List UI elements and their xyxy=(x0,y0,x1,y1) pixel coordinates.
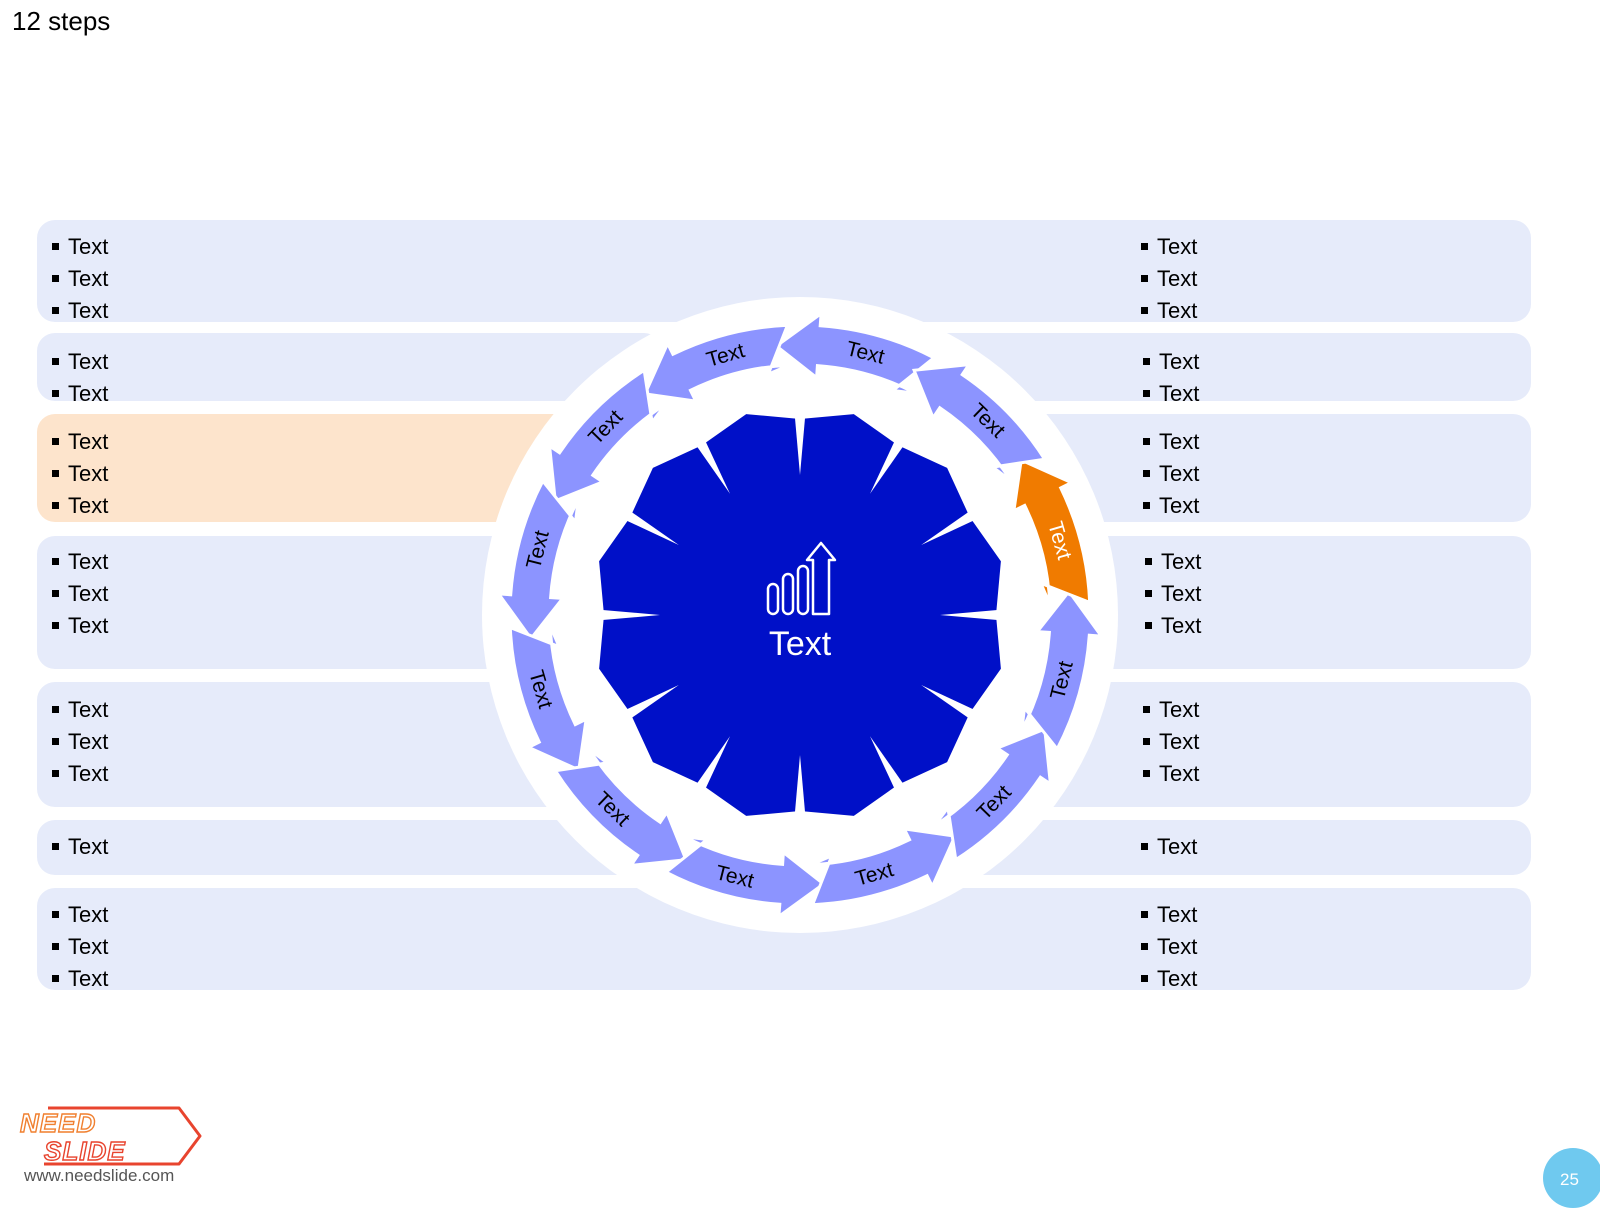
list-item: Text xyxy=(50,426,108,458)
step-arrow-shape xyxy=(547,367,667,504)
page-number: 25 xyxy=(1560,1170,1579,1189)
list-item: Text xyxy=(1141,346,1199,378)
panel-left-2 xyxy=(37,333,662,401)
center-cut xyxy=(870,433,908,494)
list-item: Text xyxy=(50,346,108,378)
list-item: Text xyxy=(1139,963,1197,995)
svg-text:SLIDE: SLIDE xyxy=(44,1136,126,1166)
list-item: Text xyxy=(1143,578,1201,610)
list-item: Text xyxy=(50,490,108,522)
list-item: Text xyxy=(50,546,108,578)
step-arrow: Text xyxy=(663,835,826,920)
list-item: Text xyxy=(50,931,108,963)
right-list-3: Text Text Text xyxy=(1141,426,1199,522)
step-arrow-shape xyxy=(508,625,588,773)
center-cut xyxy=(594,609,660,621)
right-list-1: Text Text Text xyxy=(1139,231,1197,327)
right-list-6: Text xyxy=(1139,831,1197,863)
bar-chart-growth-icon xyxy=(766,541,837,616)
step-arrow: Text xyxy=(810,827,958,907)
list-item: Text xyxy=(50,899,108,931)
center-cut xyxy=(921,685,982,723)
list-item: Text xyxy=(1141,726,1199,758)
list-item: Text xyxy=(50,295,108,327)
step-arrow: Text xyxy=(911,362,1048,482)
list-item: Text xyxy=(50,694,108,726)
slide-title: 12 steps xyxy=(12,6,111,36)
list-item: Text xyxy=(50,726,108,758)
page-badge xyxy=(1543,1148,1600,1208)
list-item: Text xyxy=(50,578,108,610)
center-cut xyxy=(692,736,730,797)
left-list-3: Text Text Text xyxy=(50,426,108,522)
list-item: Text xyxy=(50,458,108,490)
center-cut xyxy=(940,609,1006,621)
right-list-2: Text Text xyxy=(1141,346,1199,410)
left-list-5: Text Text Text xyxy=(50,694,108,790)
list-item: Text xyxy=(50,378,108,410)
list-item: Text xyxy=(1143,610,1201,642)
step-arrow-shape xyxy=(642,323,790,403)
list-item: Text xyxy=(50,831,108,863)
right-list-5: Text Text Text xyxy=(1141,694,1199,790)
center-cut xyxy=(870,736,908,797)
step-arrow-shape xyxy=(495,478,580,641)
step-arrow: Text xyxy=(642,323,790,403)
list-item: Text xyxy=(1139,295,1197,327)
list-item: Text xyxy=(50,231,108,263)
step-arrow: Text xyxy=(547,367,667,504)
step-arrow-shape xyxy=(552,748,689,868)
list-item: Text xyxy=(1139,231,1197,263)
step-arrow: Text xyxy=(933,726,1053,863)
center-cut xyxy=(794,755,806,821)
step-arrow: Text xyxy=(774,310,937,395)
list-item: Text xyxy=(1141,490,1199,522)
step-arrow: Text xyxy=(508,625,588,773)
step-arrow-shape xyxy=(933,726,1053,863)
list-item: Text xyxy=(50,963,108,995)
list-item: Text xyxy=(1139,931,1197,963)
list-item: Text xyxy=(1139,899,1197,931)
list-item: Text xyxy=(50,263,108,295)
step-arrow-shape xyxy=(1012,457,1092,605)
step-arrow-shape xyxy=(663,835,826,920)
list-item: Text xyxy=(1141,694,1199,726)
step-arrow: Text xyxy=(495,478,580,641)
list-item: Text xyxy=(50,610,108,642)
center-cut xyxy=(692,433,730,494)
step-arrow-shape xyxy=(911,362,1048,482)
list-item: Text xyxy=(1139,831,1197,863)
left-list-1: Text Text Text xyxy=(50,231,108,327)
list-item: Text xyxy=(1139,263,1197,295)
panel-left-6 xyxy=(37,820,662,875)
step-arrow: Text xyxy=(1012,457,1092,605)
list-item: Text xyxy=(1143,546,1201,578)
svg-text:NEED: NEED xyxy=(20,1108,96,1138)
center-label: Text xyxy=(769,625,832,663)
step-arrow-shape xyxy=(810,827,958,907)
center-cut xyxy=(794,409,806,475)
step-arrow: Text xyxy=(1020,589,1105,752)
left-list-6: Text xyxy=(50,831,108,863)
logo-url: www.needslide.com xyxy=(24,1166,175,1185)
list-item: Text xyxy=(1141,758,1199,790)
right-list-4: Text Text Text xyxy=(1143,546,1201,642)
list-item: Text xyxy=(1141,426,1199,458)
center-dodecagon xyxy=(599,414,1001,816)
step-arrow-shape xyxy=(1020,589,1105,752)
step-arrow: Text xyxy=(552,748,689,868)
list-item: Text xyxy=(50,758,108,790)
list-item: Text xyxy=(1141,378,1199,410)
left-list-7: Text Text Text xyxy=(50,899,108,995)
step-arrow-shape xyxy=(774,310,937,395)
center-cut xyxy=(618,507,679,545)
center-cut xyxy=(618,685,679,723)
needslide-logo: NEED SLIDE xyxy=(19,1106,202,1166)
list-item: Text xyxy=(1141,458,1199,490)
center-cut xyxy=(921,507,982,545)
right-list-7: Text Text Text xyxy=(1139,899,1197,995)
left-list-4: Text Text Text xyxy=(50,546,108,642)
left-list-2: Text Text xyxy=(50,346,108,410)
